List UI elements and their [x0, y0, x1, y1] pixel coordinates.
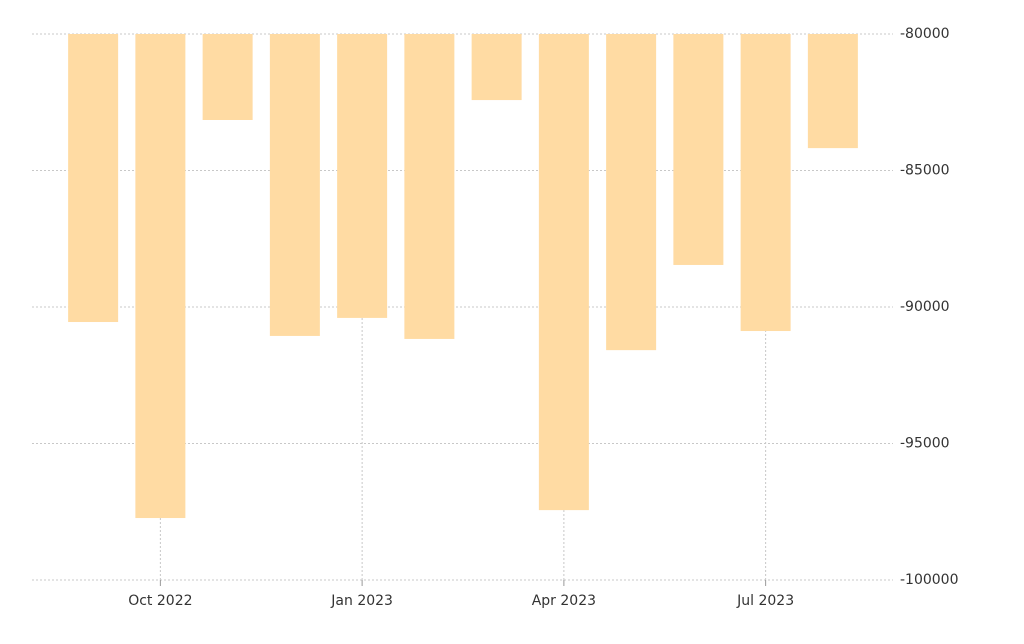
bar — [337, 34, 388, 318]
bar — [538, 34, 589, 511]
x-tick-label: Jul 2023 — [736, 593, 794, 609]
y-tick-label: -85000 — [900, 163, 950, 179]
bar — [673, 34, 724, 265]
y-tick-label: -80000 — [900, 26, 950, 42]
x-tick-label: Oct 2022 — [128, 593, 192, 609]
y-tick-label: -90000 — [900, 299, 950, 315]
bar — [404, 34, 455, 339]
bar — [807, 34, 858, 149]
y-tick-label: -95000 — [900, 436, 950, 452]
x-tick-label: Jan 2023 — [330, 593, 393, 609]
bar — [269, 34, 320, 336]
bar — [202, 34, 253, 120]
bar — [471, 34, 522, 101]
y-tick-label: -100000 — [900, 572, 959, 588]
bar — [68, 34, 119, 323]
bar — [740, 34, 791, 332]
bar — [135, 34, 186, 519]
x-tick-label: Apr 2023 — [532, 593, 596, 609]
bar — [606, 34, 657, 351]
